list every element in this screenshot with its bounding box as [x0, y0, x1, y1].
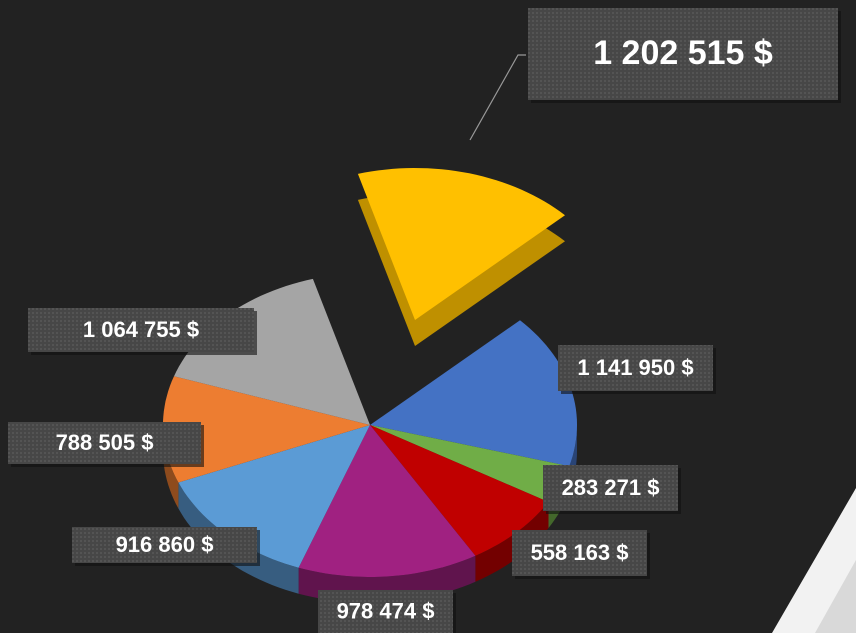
slice	[357, 168, 565, 320]
data-label: 283 271 $	[562, 475, 660, 500]
label-box	[8, 422, 201, 464]
label-box	[318, 590, 453, 633]
data-label: 916 860 $	[116, 532, 214, 557]
label-box	[528, 8, 838, 100]
decor-stripe	[772, 488, 856, 633]
slice	[370, 425, 570, 502]
slice	[163, 376, 370, 483]
leader-line	[469, 54, 526, 141]
data-label: 1 141 950 $	[577, 355, 693, 380]
slice	[298, 425, 476, 577]
slice	[174, 278, 370, 425]
label-box	[72, 527, 257, 563]
label-box	[558, 345, 713, 391]
label-box	[28, 308, 254, 352]
data-label: 978 474 $	[337, 598, 435, 623]
labels: 1 202 515 $ 1 141 950 $ 283 271 $ 558 163 $…	[8, 8, 841, 633]
slice-side	[178, 482, 299, 594]
slice	[370, 320, 577, 467]
label-box	[543, 465, 678, 511]
label-box	[512, 530, 647, 576]
data-label: 558 163 $	[531, 540, 629, 565]
data-label: 1 064 755 $	[83, 317, 199, 342]
data-label: 1 202 515 $	[593, 34, 773, 72]
decor-stripe-inner	[815, 560, 856, 633]
slice-side	[475, 502, 549, 582]
data-label: 788 505 $	[56, 430, 154, 455]
slice	[370, 425, 549, 556]
